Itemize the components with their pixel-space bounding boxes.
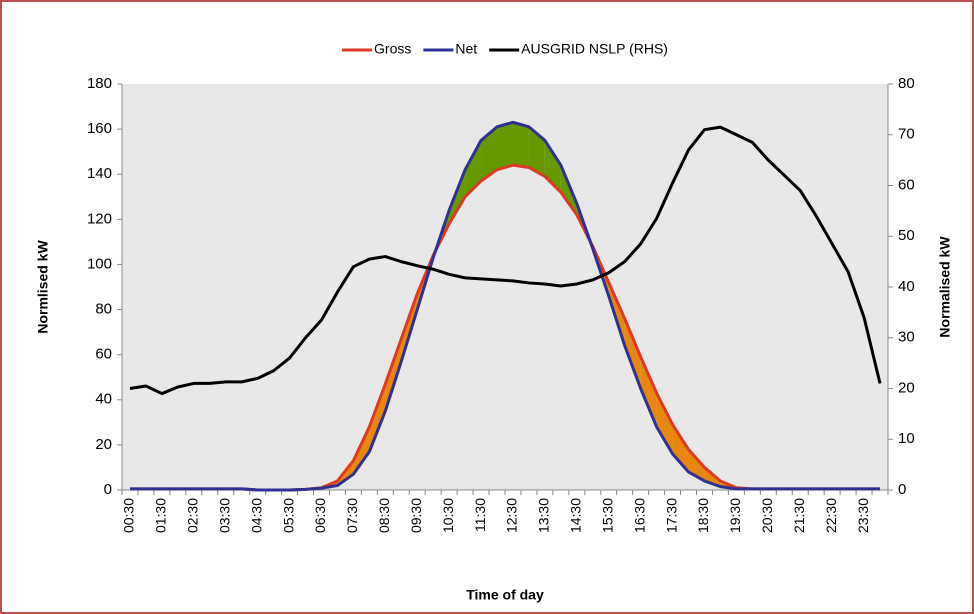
y-tick-label: 0	[104, 481, 112, 498]
gap-area	[656, 393, 673, 454]
gap-area	[385, 338, 402, 412]
y2-tick-label: 60	[898, 176, 915, 193]
y2-tick-label: 20	[898, 379, 915, 396]
y-tick-label: 60	[95, 346, 112, 363]
x-tick-label: 23:30	[855, 498, 871, 533]
x-tick-label: 13:30	[536, 498, 552, 533]
x-tick-label: 15:30	[599, 498, 615, 533]
y-tick-label: 80	[95, 301, 112, 318]
gap-area	[465, 140, 482, 197]
y2-tick-label: 30	[898, 329, 915, 346]
gap-area	[512, 122, 529, 168]
x-tick-label: 10:30	[440, 498, 456, 533]
x-tick-label: 12:30	[504, 498, 520, 533]
y-tick-label: 20	[95, 436, 112, 453]
y-tick-label: 140	[87, 165, 112, 182]
series-line	[129, 120, 881, 492]
y2-axis-title: Normalised kW	[937, 236, 953, 338]
gap-area	[497, 122, 513, 170]
y-axis-title: Normlised kW	[35, 240, 51, 334]
x-tick-label: 19:30	[727, 498, 743, 533]
y2-tick-label: 40	[898, 278, 915, 295]
legend-label: Gross	[374, 41, 411, 57]
gap-area	[481, 126, 498, 181]
series-line	[129, 125, 882, 396]
x-tick-label: 03:30	[216, 498, 232, 533]
gap-area	[640, 356, 657, 427]
y-tick-label: 120	[87, 210, 112, 227]
legend: Gross Net AUSGRID NSLP (RHS)	[342, 41, 668, 57]
y2-tick-label: 80	[898, 75, 915, 92]
x-tick-label: 20:30	[759, 498, 775, 533]
x-tick-label: 01:30	[153, 498, 169, 533]
x-tick-label: 16:30	[631, 498, 647, 533]
gap-area	[672, 424, 689, 472]
legend-label: AUSGRID NSLP (RHS)	[521, 41, 668, 57]
x-tick-label: 22:30	[823, 498, 839, 533]
gap-area	[624, 318, 641, 389]
x-tick-label: 00:30	[121, 498, 137, 533]
x-tick-label: 17:30	[663, 498, 679, 533]
gap-area	[369, 383, 386, 452]
y-tick-label: 180	[87, 75, 112, 92]
gap-area	[528, 126, 545, 177]
y2-tick-label: 70	[898, 126, 915, 143]
y-tick-label: 40	[95, 391, 112, 408]
x-tick-label: 09:30	[408, 498, 424, 533]
x-tick-label: 11:30	[472, 498, 488, 532]
x-tick-label: 14:30	[568, 498, 584, 533]
x-axis-title: Time of day	[466, 587, 544, 603]
x-tick-label: 21:30	[791, 498, 807, 533]
x-tick-label: 05:30	[280, 498, 296, 533]
x-tick-label: 08:30	[376, 498, 392, 533]
x-tick-label: 06:30	[312, 498, 328, 533]
y-tick-label: 160	[87, 120, 112, 137]
y2-tick-label: 0	[898, 481, 906, 498]
x-tick-label: 18:30	[695, 498, 711, 533]
x-tick-label: 04:30	[248, 498, 264, 533]
y2-tick-label: 50	[898, 227, 915, 244]
y2-tick-label: 10	[898, 430, 915, 447]
x-tick-label: 02:30	[185, 498, 201, 533]
x-tick-label: 07:30	[344, 498, 360, 533]
y-tick-label: 100	[87, 255, 112, 272]
legend-label: Net	[455, 41, 477, 57]
